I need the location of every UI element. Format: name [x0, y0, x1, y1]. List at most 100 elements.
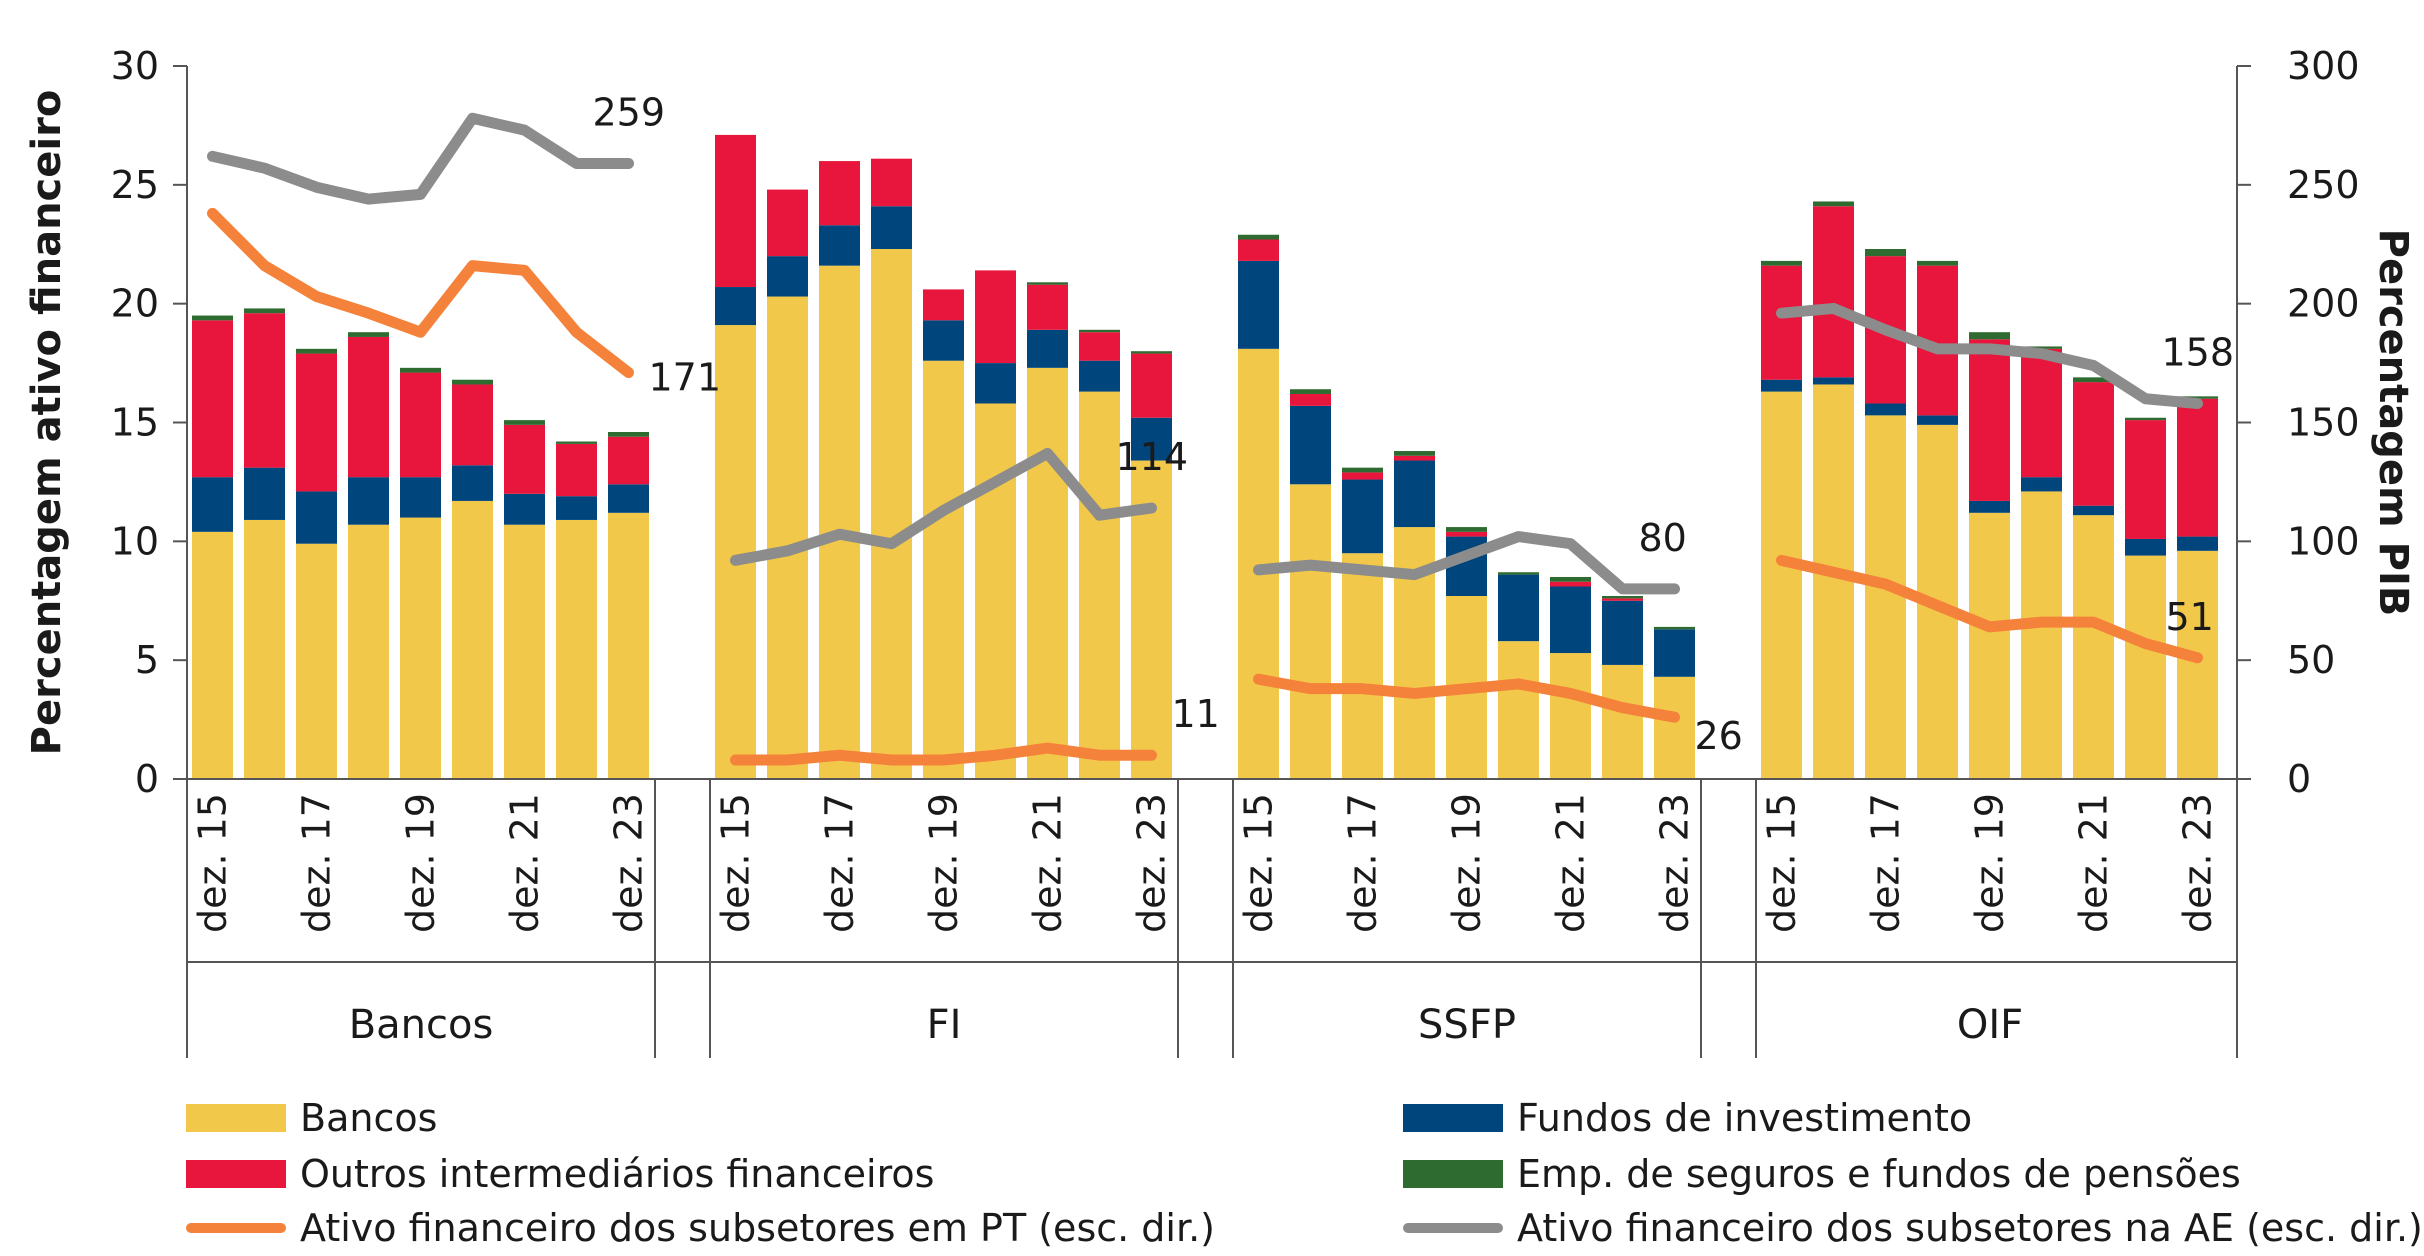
x-tick-label: dez. 15: [714, 793, 758, 933]
y-left-tick-label: 30: [111, 44, 159, 88]
bar-bancos-bancos-2: [296, 543, 337, 779]
bar-bancos-seguros-4: [400, 367, 441, 373]
x-tick-label: dez. 19: [922, 793, 966, 933]
bar-fi-seguros-6: [1027, 282, 1068, 285]
legend-swatch-seguros: [1403, 1160, 1503, 1188]
bar-bancos-seguros-2: [296, 348, 337, 354]
legend-item-seguros: Emp. de seguros e fundos de pensões: [1403, 1146, 2241, 1202]
group-label-ssfp: SSFP: [1418, 1002, 1516, 1048]
bar-fi-fundos-2: [819, 225, 860, 266]
legend-item-line-pt: Ativo financeiro dos subsetores em PT (e…: [186, 1200, 1215, 1256]
line-fi-line-ae: [730, 447, 1157, 566]
bar-fi-bancos-3: [871, 249, 912, 780]
bar-ssfp-bancos-1: [1290, 484, 1331, 779]
bar-fi-fundos-7: [1079, 360, 1120, 392]
y-left-tick-label: 25: [111, 163, 159, 207]
bar-bancos-outros-3: [348, 336, 389, 478]
y-right-tick-label: 50: [2287, 638, 2335, 682]
line-fi-line-pt: [730, 742, 1157, 766]
bar-ssfp-seguros-2: [1342, 467, 1383, 473]
bar-oif-bancos-5: [2021, 491, 2062, 779]
y-right-tick-label: 250: [2287, 163, 2360, 207]
bar-ssfp-seguros-6: [1550, 576, 1591, 582]
x-tick-label: dez. 17: [818, 793, 862, 933]
line-ssfp-line-ae: [1253, 531, 1680, 595]
bar-bancos-outros-7: [556, 443, 597, 497]
bar-ssfp-fundos-0: [1238, 260, 1279, 349]
x-tick-label: dez. 15: [191, 793, 235, 933]
bar-fi-bancos-2: [819, 265, 860, 779]
legend-swatch-fundos: [1403, 1104, 1503, 1132]
bar-fi-fundos-4: [923, 320, 964, 361]
legend-item-bancos: Bancos: [186, 1090, 437, 1146]
bar-bancos-seguros-6: [504, 420, 545, 425]
bar-ssfp-outros-1: [1290, 393, 1331, 406]
bar-fi-outros-6: [1027, 284, 1068, 330]
x-tick-label: dez. 17: [1341, 793, 1385, 933]
bar-ssfp-outros-7: [1602, 598, 1643, 601]
bar-oif-outros-0: [1761, 265, 1802, 380]
legend-item-fundos: Fundos de investimento: [1403, 1090, 1972, 1146]
y-axis-left-title: Percentagem ativo financeiro: [24, 90, 70, 756]
bar-bancos-outros-5: [452, 384, 493, 466]
x-tick-label: dez. 19: [399, 793, 443, 933]
y-right-tick-label: 150: [2287, 401, 2360, 445]
bar-ssfp-outros-0: [1238, 239, 1279, 261]
group-label-oif: OIF: [1957, 1002, 2023, 1048]
legend-line-pt: [186, 1223, 286, 1233]
y-right-tick-label: 0: [2287, 757, 2311, 801]
bar-oif-seguros-2: [1865, 249, 1906, 257]
bar-oif-seguros-0: [1761, 260, 1802, 266]
legend-label-line-pt: Ativo financeiro dos subsetores em PT (e…: [300, 1206, 1216, 1250]
x-tick-label: dez. 23: [1653, 793, 1697, 933]
bar-fi-outros-2: [819, 161, 860, 226]
y-right-tick-label: 200: [2287, 282, 2360, 326]
bar-oif-fundos-0: [1761, 379, 1802, 392]
bar-oif-seguros-7: [2125, 417, 2166, 421]
bar-bancos-seguros-8: [608, 432, 649, 437]
bar-fi-seguros-8: [1131, 351, 1172, 354]
bar-oif-outros-1: [1813, 206, 1854, 378]
bar-oif-bancos-2: [1865, 415, 1906, 779]
x-tick-label: dez. 21: [1026, 793, 1070, 933]
lines-layer: [207, 112, 2203, 766]
bar-fi-bancos-6: [1027, 367, 1068, 779]
bar-ssfp-bancos-6: [1550, 653, 1591, 779]
bar-fi-bancos-4: [923, 360, 964, 779]
bar-bancos-bancos-7: [556, 519, 597, 779]
bar-oif-seguros-5: [2021, 346, 2062, 349]
bar-oif-bancos-4: [1969, 512, 2010, 779]
group-label-fi: FI: [927, 1002, 962, 1048]
bar-bancos-fundos-2: [296, 491, 337, 544]
value-label-pt-fi: 11: [1172, 692, 1220, 736]
legend-swatch-outros: [186, 1160, 286, 1188]
x-tick-label: dez. 23: [2176, 793, 2220, 933]
y-left-tick-label: 10: [111, 519, 159, 563]
bar-bancos-seguros-5: [452, 379, 493, 385]
bar-bancos-outros-2: [296, 353, 337, 492]
bar-ssfp-outros-2: [1342, 472, 1383, 480]
bar-bancos-seguros-0: [192, 315, 233, 321]
y-right-tick-label: 100: [2287, 519, 2360, 563]
bar-ssfp-bancos-8: [1654, 676, 1695, 779]
x-tick-label: dez. 21: [2072, 793, 2116, 933]
bar-bancos-bancos-1: [244, 519, 285, 779]
bar-oif-seguros-6: [2073, 377, 2114, 383]
bar-fi-outros-7: [1079, 332, 1120, 361]
legend: Bancos Outros intermediários financeiros…: [0, 1080, 2424, 1256]
x-tick-label: dez. 19: [1968, 793, 2012, 933]
x-tick-label: dez. 21: [503, 793, 547, 933]
bar-bancos-outros-6: [504, 424, 545, 494]
bar-fi-outros-3: [871, 158, 912, 207]
bar-fi-bancos-7: [1079, 391, 1120, 779]
bar-oif-bancos-8: [2177, 550, 2218, 779]
value-label-pt-ssfp: 26: [1695, 714, 1743, 758]
bar-bancos-outros-1: [244, 313, 285, 468]
bar-fi-fundos-6: [1027, 329, 1068, 368]
x-tick-label: dez. 17: [295, 793, 339, 933]
bar-ssfp-fundos-2: [1342, 479, 1383, 554]
bar-bancos-seguros-1: [244, 308, 285, 314]
bar-fi-fundos-1: [767, 256, 808, 297]
bar-oif-bancos-7: [2125, 555, 2166, 779]
bar-bancos-seguros-3: [348, 332, 389, 337]
